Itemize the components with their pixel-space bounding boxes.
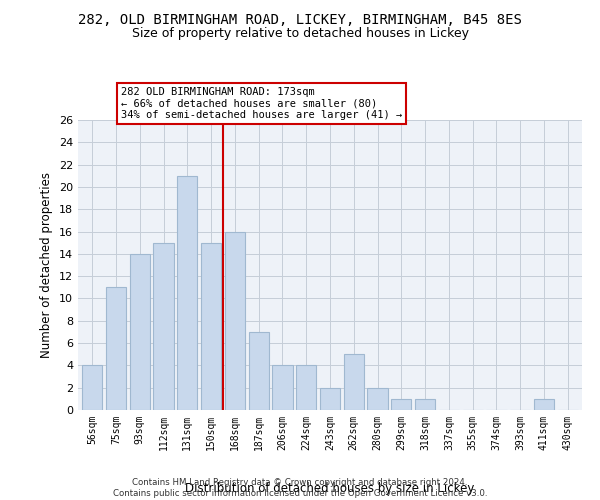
Bar <box>320 388 340 410</box>
Bar <box>154 242 173 410</box>
Bar <box>415 399 435 410</box>
Text: Contains HM Land Registry data © Crown copyright and database right 2024.
Contai: Contains HM Land Registry data © Crown c… <box>113 478 487 498</box>
Bar <box>225 232 245 410</box>
Bar <box>106 288 126 410</box>
Bar <box>248 332 269 410</box>
Text: 282, OLD BIRMINGHAM ROAD, LICKEY, BIRMINGHAM, B45 8ES: 282, OLD BIRMINGHAM ROAD, LICKEY, BIRMIN… <box>78 12 522 26</box>
Bar <box>272 366 293 410</box>
Bar <box>296 366 316 410</box>
Y-axis label: Number of detached properties: Number of detached properties <box>40 172 53 358</box>
Bar <box>367 388 388 410</box>
Bar <box>534 399 554 410</box>
Bar <box>82 366 103 410</box>
Bar <box>177 176 197 410</box>
Text: Size of property relative to detached houses in Lickey: Size of property relative to detached ho… <box>131 28 469 40</box>
Bar <box>130 254 150 410</box>
Bar <box>391 399 412 410</box>
Text: 282 OLD BIRMINGHAM ROAD: 173sqm
← 66% of detached houses are smaller (80)
34% of: 282 OLD BIRMINGHAM ROAD: 173sqm ← 66% of… <box>121 87 402 120</box>
Bar <box>201 242 221 410</box>
Bar <box>344 354 364 410</box>
Text: Distribution of detached houses by size in Lickey: Distribution of detached houses by size … <box>185 482 475 495</box>
